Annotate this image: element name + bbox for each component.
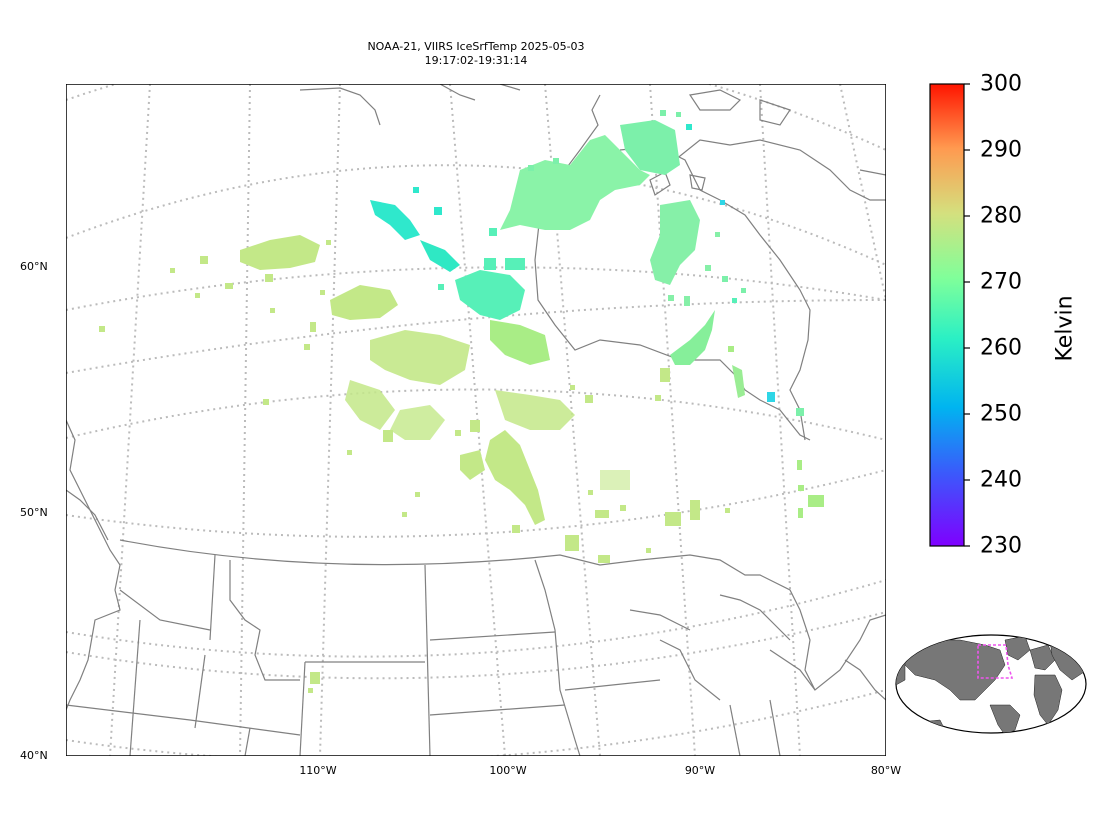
map-title: NOAA-21, VIIRS IceSrfTemp 2025-05-03 19:… bbox=[66, 40, 886, 68]
cluster-manitoba-north bbox=[455, 270, 525, 320]
cluster-manitoba-south bbox=[460, 450, 485, 480]
inset-globe bbox=[895, 634, 1087, 734]
cluster-nwt-south bbox=[240, 235, 320, 270]
cluster-central-2 bbox=[345, 380, 395, 430]
temperature-pixels bbox=[99, 110, 824, 693]
colorbar bbox=[929, 83, 970, 547]
lat-label-60n: 60°N bbox=[20, 260, 48, 273]
cluster-ontario-east bbox=[732, 365, 745, 398]
cluster-central-3 bbox=[390, 405, 445, 440]
cluster-saskatchewan-north bbox=[330, 285, 398, 320]
cluster-nunavut-cyan bbox=[370, 200, 420, 240]
colorbar-tick-280: 280 bbox=[980, 203, 1022, 229]
colorbar-tick-270: 270 bbox=[980, 269, 1022, 295]
cluster-hudson-central bbox=[650, 200, 700, 285]
cluster-central-1 bbox=[370, 330, 470, 385]
title-line-2: 19:17:02-19:31:14 bbox=[424, 54, 528, 67]
lon-label-100w: 100°W bbox=[489, 764, 527, 777]
cluster-hudson-coast-mb bbox=[490, 320, 550, 365]
graticule bbox=[66, 84, 886, 756]
lon-label-90w: 90°W bbox=[684, 764, 716, 777]
coastlines bbox=[66, 84, 886, 756]
map-panel bbox=[66, 84, 886, 756]
cluster-hudson-west bbox=[500, 135, 650, 230]
lon-label-110w: 110°W bbox=[299, 764, 337, 777]
colorbar-label: Kelvin bbox=[1052, 295, 1078, 362]
colorbar-tick-250: 250 bbox=[980, 401, 1022, 427]
lat-label-40n: 40°N bbox=[20, 749, 48, 762]
lon-label-80w: 80°W bbox=[870, 764, 902, 777]
lat-label-50n: 50°N bbox=[20, 506, 48, 519]
cluster-hudson-nw bbox=[620, 120, 680, 175]
colorbar-ticks bbox=[964, 83, 970, 547]
cluster-manitoba-mid bbox=[495, 390, 575, 430]
inset-domain-box bbox=[977, 644, 1014, 679]
title-line-1: NOAA-21, VIIRS IceSrfTemp 2025-05-03 bbox=[367, 40, 585, 53]
cluster-james-bay bbox=[670, 310, 715, 365]
colorbar-tick-290: 290 bbox=[980, 137, 1022, 163]
cluster-nunavut-cyan-2 bbox=[420, 240, 460, 272]
cluster-lake-winnipeg bbox=[485, 430, 545, 525]
colorbar-tick-230: 230 bbox=[980, 533, 1022, 559]
colorbar-tick-240: 240 bbox=[980, 467, 1022, 493]
colorbar-tick-300: 300 bbox=[980, 71, 1022, 97]
colorbar-tick-260: 260 bbox=[980, 335, 1022, 361]
